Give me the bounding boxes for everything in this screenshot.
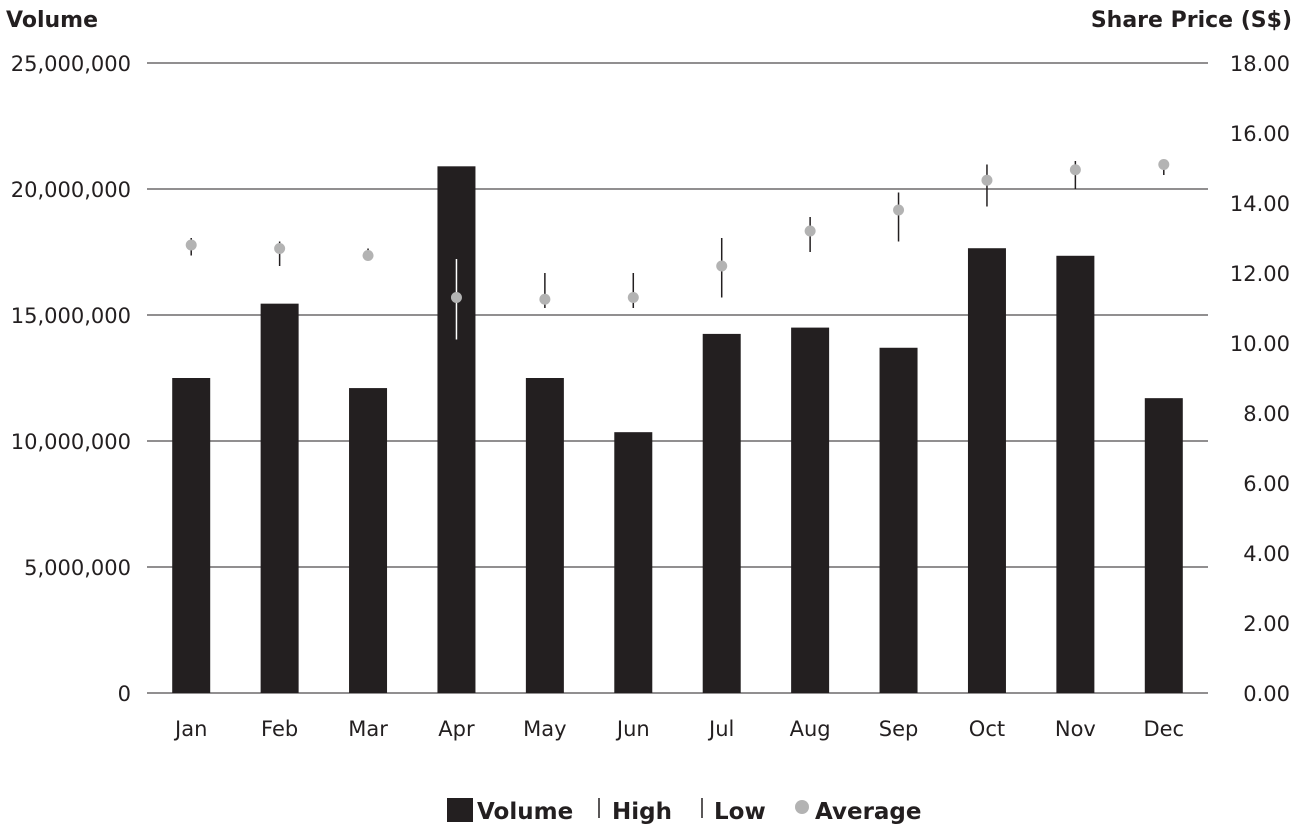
average-marker: [981, 174, 993, 186]
average-marker: [274, 243, 286, 254]
x-tick-label: Nov: [1055, 717, 1096, 741]
x-tick-label: Jan: [173, 717, 207, 741]
volume-bar: [967, 248, 1006, 693]
volume-bar: [437, 166, 476, 693]
average-marker: [716, 260, 728, 272]
right-axis-title: Share Price (S$): [1091, 8, 1292, 33]
average-marker: [185, 239, 197, 251]
volume-bar: [614, 432, 653, 693]
volume-bar: [791, 327, 830, 693]
right-axis-ticks: 0.00 2.00 4.00 6.00 8.00 10.00 12.00 14.00 16.00…: [1230, 52, 1290, 706]
volume-bar: [702, 333, 741, 693]
volume-bar: [172, 378, 211, 693]
x-tick-label: Sep: [879, 717, 919, 741]
right-tick-label: 10.00: [1230, 332, 1290, 356]
x-tick-label: Jun: [615, 717, 650, 741]
legend-high-label: High: [612, 799, 672, 825]
x-tick-label: Mar: [348, 717, 388, 741]
average-marker: [804, 225, 816, 237]
legend-volume-label: Volume: [477, 799, 573, 825]
right-tick-label: 2.00: [1243, 612, 1290, 636]
right-tick-label: 8.00: [1243, 402, 1290, 426]
left-tick-label: 20,000,000: [11, 178, 131, 202]
right-tick-label: 4.00: [1243, 542, 1290, 566]
volume-bar: [879, 347, 918, 693]
right-tick-label: 6.00: [1243, 472, 1290, 496]
right-tick-label: 12.00: [1230, 262, 1290, 286]
gridlines: [147, 62, 1208, 694]
left-tick-label: 5,000,000: [24, 556, 131, 580]
legend: Volume High Low Average: [447, 798, 922, 825]
x-tick-label: Aug: [790, 717, 831, 741]
volume-bar: [525, 378, 564, 693]
right-tick-label: 16.00: [1230, 122, 1290, 146]
volume-bars: [172, 166, 1183, 693]
price-ranges: [185, 159, 1170, 340]
right-tick-label: 0.00: [1243, 682, 1290, 706]
legend-average-label: Average: [815, 799, 922, 825]
left-tick-label: 0: [118, 682, 131, 706]
x-tick-label: Oct: [969, 717, 1005, 741]
average-marker: [450, 292, 462, 303]
right-tick-label: 14.00: [1230, 192, 1290, 216]
legend-low-label: Low: [714, 799, 766, 825]
volume-bar: [349, 388, 388, 693]
volume-bar: [260, 303, 299, 693]
volume-bar: [1144, 398, 1183, 693]
average-marker: [893, 204, 905, 216]
left-axis-title: Volume: [6, 8, 98, 33]
x-tick-label: Jul: [707, 717, 734, 741]
left-tick-label: 15,000,000: [11, 304, 131, 328]
x-tick-label: Dec: [1143, 717, 1184, 741]
x-axis-ticks: Jan Feb Mar Apr May Jun Jul Aug Sep Oct Nov Dec: [173, 717, 1184, 741]
left-tick-label: 25,000,000: [11, 52, 131, 76]
x-tick-label: Apr: [438, 717, 475, 741]
x-tick-label: Feb: [261, 717, 298, 741]
average-marker: [1158, 159, 1170, 170]
legend-volume-swatch: [447, 798, 473, 822]
left-axis-ticks: 0 5,000,000 10,000,000 15,000,000 20,000,000…: [11, 52, 131, 706]
x-tick-label: May: [523, 717, 566, 741]
average-marker: [362, 250, 374, 261]
average-marker: [627, 292, 639, 303]
left-tick-label: 10,000,000: [11, 430, 131, 454]
average-marker: [539, 293, 551, 305]
volume-bar: [1056, 255, 1095, 693]
right-tick-label: 18.00: [1230, 52, 1290, 76]
average-marker: [1069, 164, 1081, 176]
legend-average-swatch: [795, 800, 809, 814]
